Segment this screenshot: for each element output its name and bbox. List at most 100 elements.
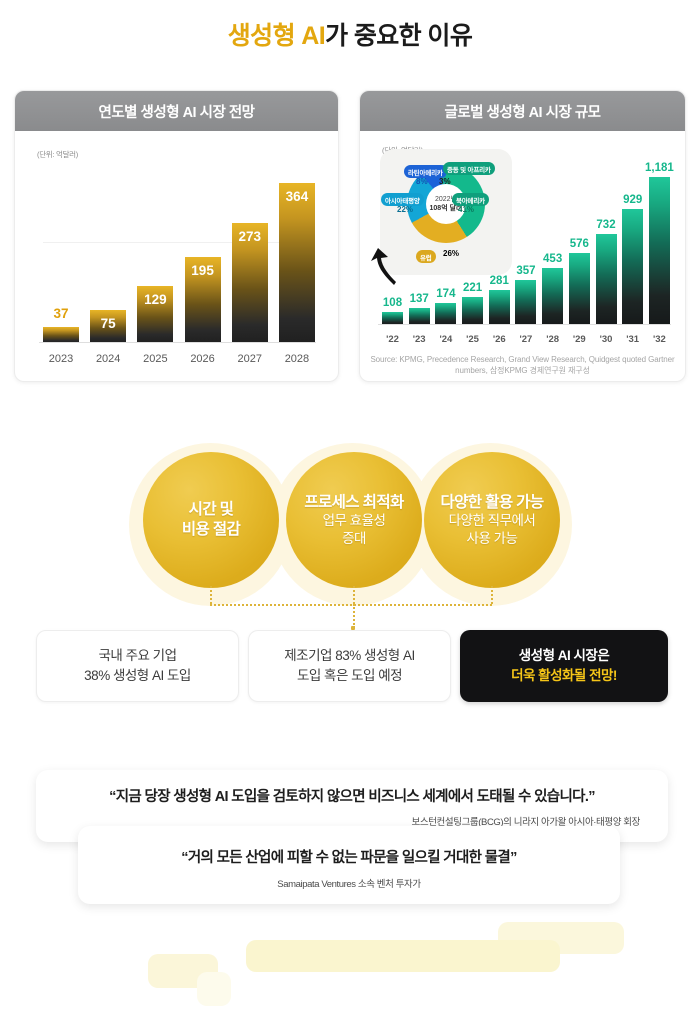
- bar-column: 576: [568, 175, 590, 325]
- bar-value-label: 453: [543, 253, 563, 266]
- bar: 357: [515, 265, 537, 325]
- bar-value-label: 137: [409, 292, 429, 305]
- bar-column: 273: [231, 167, 268, 343]
- benefit-circle-versatile-use[interactable]: 다양한 활용 가능 다양한 직무에서 사용 가능: [424, 452, 560, 588]
- bar-column: 1,181: [645, 162, 674, 325]
- circle-1-line1: 시간 및: [188, 501, 234, 519]
- ibox-1-line2: 38% 생성형 AI 도입: [84, 668, 191, 683]
- bar: 576: [568, 238, 590, 325]
- bar-value-label: 195: [191, 263, 214, 279]
- donut-label-north-america: 북아메리카: [452, 193, 489, 206]
- bar: 195: [184, 257, 221, 343]
- bar-column: 281: [488, 175, 510, 325]
- bar-value-label: 576: [569, 238, 589, 250]
- bar: 221: [462, 282, 484, 325]
- x-axis-label: '27: [519, 334, 533, 345]
- chart-card-global-market: 글로벌 생성형 AI 시장 규모 (단위: 억달러) 2022년 108억 달러…: [359, 90, 686, 382]
- x-axis-label: 2026: [190, 353, 215, 365]
- x-axis-label: '24: [439, 334, 453, 345]
- bar-column: 75: [90, 167, 127, 343]
- ibox-3-line2: 더욱 활성화될 전망!: [511, 668, 617, 683]
- chart-right-source: Source: KPMG, Precedence Research, Grand…: [370, 354, 675, 376]
- donut-pct-latin-america: 8%: [416, 177, 428, 186]
- bar-value-label: 364: [285, 188, 309, 204]
- bar-column: 129: [137, 167, 174, 343]
- chart-right-header: 글로벌 생성형 AI 시장 규모: [360, 91, 685, 131]
- bar-column: 195: [184, 167, 221, 343]
- donut-pct-north-america: 41%: [458, 205, 475, 214]
- x-axis-label: 2025: [143, 353, 168, 365]
- page-title: 생성형 AI가 중요한 이유: [0, 16, 700, 52]
- ibox-3-line1: 생성형 AI 시장은: [518, 648, 610, 664]
- donut-pct-middle-east-africa: 3%: [439, 177, 451, 186]
- benefit-circle-time-cost[interactable]: 시간 및 비용 절감: [143, 452, 279, 588]
- x-axis-label: '32: [652, 334, 666, 345]
- donut-label-latin-america: 라틴아메리카: [404, 165, 447, 178]
- page-title-highlight: 생성형 AI: [227, 22, 326, 50]
- bar-value-label: 929: [623, 193, 643, 206]
- page-title-rest: 가 중요한 이유: [325, 22, 473, 50]
- bar-column: 137: [408, 175, 430, 325]
- bar: 453: [542, 253, 564, 325]
- bar-value-label: 1,181: [644, 162, 674, 175]
- stat-box-domestic-adoption[interactable]: 국내 주요 기업 38% 생성형 AI 도입: [36, 630, 239, 702]
- chart-left-gridline: [43, 242, 313, 243]
- quote-card-samaipata[interactable]: “거의 모든 산업에 피할 수 없는 파문을 일으킬 거대한 물결” Samai…: [78, 826, 620, 904]
- stat-box-manufacturing-adoption[interactable]: 제조기업 83% 생성형 AI 도입 혹은 도입 예정: [248, 630, 451, 702]
- decorative-shape-2: [197, 972, 231, 1006]
- bar-value-label: 732: [596, 218, 616, 231]
- quote-2-attribution: Samaipata Ventures 소속 벤처 투자가: [277, 879, 421, 890]
- x-axis-label: '29: [572, 334, 586, 345]
- bar-column: 732: [595, 175, 617, 325]
- circle-2-sub1: 업무 효율성: [322, 513, 386, 529]
- chart-card-yearly-forecast: 연도별 생성형 AI 시장 전망 (단위: 억달러) 37 75 129 195 273…: [14, 90, 339, 382]
- x-axis-label: '25: [466, 334, 479, 345]
- bar-column: 453: [542, 175, 564, 325]
- circle-3-sub2: 사용 가능: [466, 530, 518, 546]
- bar-column: 357: [515, 175, 537, 325]
- bar: 174: [435, 288, 457, 325]
- bar-column: 174: [435, 175, 457, 325]
- bar: 108: [382, 297, 403, 325]
- donut-label-middle-east-africa: 중동 및 아프리카: [443, 162, 495, 175]
- bar: 732: [595, 219, 617, 325]
- bar: 75: [90, 310, 127, 343]
- donut-label-asia-pacific: 아시아태평양: [381, 193, 424, 206]
- bar-value-label: 129: [144, 292, 167, 308]
- x-axis-label: '28: [546, 334, 560, 345]
- bar-value-label: 221: [462, 282, 483, 295]
- connector-horizontal: [210, 604, 492, 606]
- x-axis-label: 2023: [48, 353, 74, 365]
- circle-2-line1: 프로세스 최적화: [304, 493, 404, 511]
- chart-left-x-labels: 2023 2024 2025 2026 2027 2028: [43, 353, 315, 365]
- connector-stub-2: [353, 586, 355, 604]
- donut-label-europe: 유럽: [416, 250, 436, 263]
- bar-column: 37: [43, 167, 79, 343]
- chart-right-bars: 108 137 174 221 281 357 453 576 732 929 1,181: [382, 162, 674, 325]
- bar: 281: [488, 275, 510, 325]
- bar: 273: [231, 222, 268, 343]
- bar: 929: [622, 194, 644, 325]
- x-axis-label: '26: [492, 334, 506, 345]
- connector-endpoint-dot: [351, 626, 355, 630]
- x-axis-label: '22: [386, 334, 399, 345]
- bar-column: 929: [622, 175, 644, 325]
- bar-value-label: 273: [238, 228, 262, 244]
- donut-pct-asia-pacific: 22%: [397, 205, 414, 214]
- bar-value-label: 75: [100, 316, 116, 331]
- donut-pct-europe: 26%: [443, 249, 460, 258]
- connector-stub-3: [491, 586, 493, 604]
- circle-1-line2: 비용 절감: [181, 521, 241, 538]
- chart-left-bars: 37 75 129 195 273 364: [43, 167, 315, 343]
- ibox-1-line1: 국내 주요 기업: [98, 648, 177, 664]
- benefit-circle-process-optimization[interactable]: 프로세스 최적화 업무 효율성 증대: [286, 452, 422, 588]
- stat-box-market-outlook[interactable]: 생성형 AI 시장은 더욱 활성화될 전망!: [460, 630, 668, 702]
- x-axis-label: 2028: [284, 353, 310, 365]
- quote-1-text: “지금 당장 생성형 AI 도입을 검토하지 않으면 비즈니스 세계에서 도태될…: [109, 789, 595, 805]
- bar: 1,181: [645, 162, 674, 325]
- chart-right-axis: [378, 324, 671, 325]
- quote-1-attribution: 보스턴컨설팅그룹(BCG)의 니라지 아가왈 아시아·태평양 회장: [411, 817, 641, 828]
- circle-2-sub2: 증대: [342, 530, 366, 546]
- bar: 129: [137, 286, 174, 343]
